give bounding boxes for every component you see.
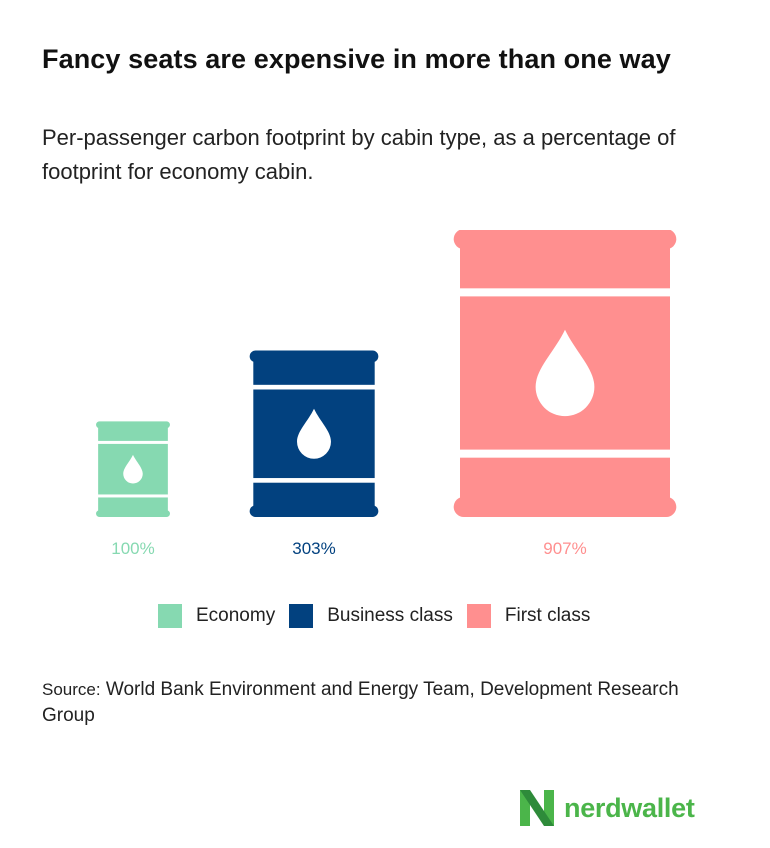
- oil-drop-icon: [535, 329, 595, 417]
- barrel-first: [453, 230, 677, 517]
- legend-swatch-first: [466, 604, 491, 628]
- logo-wordmark: nerdwallet: [564, 792, 695, 823]
- source-text: World Bank Environment and Energy Team, …: [42, 679, 679, 726]
- barrel-band: [458, 449, 672, 458]
- barrel-economy: [96, 421, 170, 517]
- chart-subtitle: Per-passenger carbon footprint by cabin …: [42, 125, 676, 184]
- legend-item-economy: Economy: [158, 604, 275, 628]
- legend-item-first: First class: [466, 604, 591, 628]
- barrel-band: [251, 384, 377, 390]
- nerdwallet-logo[interactable]: nerdwallet: [520, 790, 695, 826]
- nerdwallet-logo-icon: [520, 790, 554, 826]
- oil-drop-icon: [297, 408, 331, 459]
- value-label-economy: 100%: [111, 539, 154, 558]
- legend-label-economy: Economy: [196, 605, 276, 626]
- barrel-chart: 100% 303% 907%: [96, 230, 677, 558]
- chart-title: Fancy seats are expensive in more than o…: [42, 44, 671, 74]
- legend-item-business: Business class: [289, 604, 453, 628]
- chart-legend: Economy Business class First class: [158, 604, 604, 628]
- legend-label-first: First class: [504, 605, 591, 626]
- barrel-band: [96, 440, 170, 444]
- barrel-band: [458, 288, 672, 297]
- legend-swatch-economy: [158, 604, 182, 628]
- source-note: Source: World Bank Environment and Energ…: [42, 677, 732, 729]
- value-label-business: 303%: [292, 539, 335, 558]
- barrel-band: [251, 478, 377, 483]
- value-label-first: 907%: [543, 539, 586, 558]
- source-prefix: Source:: [42, 680, 101, 699]
- barrel-business: [249, 350, 379, 517]
- legend-label-business: Business class: [327, 605, 453, 626]
- oil-drop-icon: [123, 454, 143, 484]
- legend-swatch-business: [289, 604, 314, 628]
- barrel-band: [96, 494, 170, 498]
